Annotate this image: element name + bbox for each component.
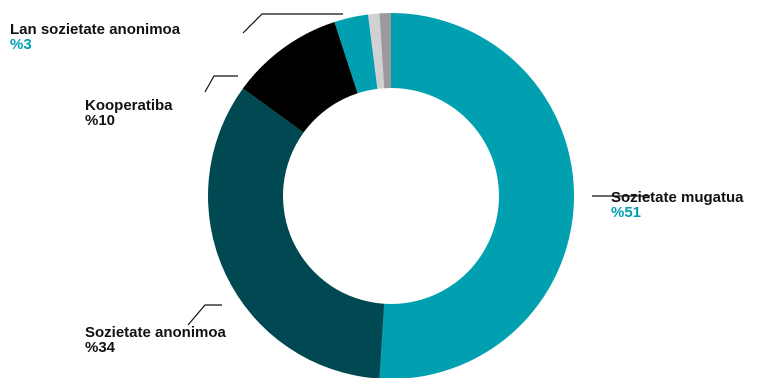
label-sozietate-mugatua: Sozietate mugatua %51 xyxy=(611,190,744,220)
leader-line xyxy=(242,13,343,34)
donut-slice xyxy=(379,13,391,89)
label-percent: %3 xyxy=(10,36,32,53)
donut-slice xyxy=(242,21,358,133)
label-kooperatiba: Kooperatiba %10 xyxy=(85,98,173,128)
label-percent: %34 xyxy=(85,339,116,356)
donut-slice xyxy=(208,88,385,378)
donut-slice xyxy=(368,13,385,89)
label-name: Sozietate anonimoa xyxy=(85,324,226,341)
leader-line xyxy=(187,304,222,326)
label-lan-sozietate-anonimoa: Lan sozietate anonimoa %3 xyxy=(10,22,180,52)
donut-slice xyxy=(334,14,378,94)
label-name: Lan sozietate anonimoa xyxy=(10,21,181,38)
leader-line xyxy=(204,75,238,93)
label-name: Sozietate mugatua xyxy=(611,189,744,206)
label-percent: %51 xyxy=(611,204,642,221)
label-sozietate-anonimoa: Sozietate anonimoa %34 xyxy=(85,325,226,355)
label-percent: %10 xyxy=(85,112,116,129)
donut-slice xyxy=(379,13,574,378)
label-name: Kooperatiba xyxy=(85,97,173,114)
